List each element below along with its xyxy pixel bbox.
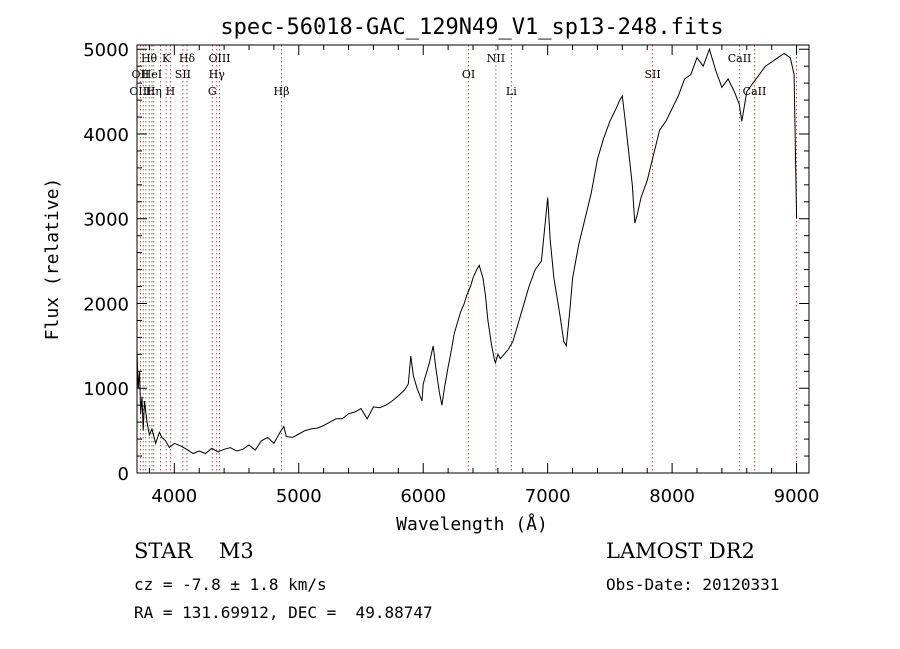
line-label-4: NII [487,52,505,65]
x-tick-label: 8000 [649,486,695,507]
y-tick-label: 3000 [83,210,129,231]
y-tick-label: 5000 [83,40,129,61]
x-axis-ticks: 4000 5000 6000 7000 8000 9000 [148,45,820,507]
coordinates: RA = 131.69912, DEC = 49.88747 [134,603,433,622]
line-label-8: SII [175,68,191,81]
line-label-13: Hη [146,85,162,98]
star-class: STAR M3 [134,539,254,563]
y-tick-label: 1000 [83,379,129,400]
line-label-15: G [208,85,217,98]
line-label-6: OII [132,68,150,81]
y-axis-ticks: 0 1000 2000 3000 4000 5000 [83,40,809,485]
line-label-2: Hδ [179,52,196,65]
line-label-1: K [162,52,171,65]
line-label-18: CaII [743,85,767,98]
line-label-17: Li [506,85,517,98]
y-tick-label: 2000 [83,294,129,315]
y-tick-label: 4000 [83,125,129,146]
line-label-3: OIII [208,52,230,65]
x-tick-label: 7000 [525,486,571,507]
line-label-10: OI [462,68,475,81]
chart-title: spec-56018-GAC_129N49_V1_sp13-248.fits [220,15,723,40]
x-axis-label: Wavelength (Å) [396,513,548,535]
y-axis-label: Flux (relative) [42,178,63,341]
survey-name: LAMOST DR2 [606,539,755,563]
line-label-5: CaII [728,52,752,65]
line-label-16: Hβ [274,85,290,98]
x-tick-label: 9000 [774,486,820,507]
line-label-12: OIII [129,85,151,98]
spectrum-line [136,47,798,455]
x-tick-label: 6000 [400,486,446,507]
y-tick-label: 0 [118,464,129,485]
plot-frame [136,44,810,474]
line-label-11: SII [644,68,660,81]
line-label-7: HeI [142,68,162,81]
x-tick-label: 4000 [151,486,197,507]
line-label-14: H [166,85,176,98]
line-markers [139,45,797,473]
line-label-9: Hγ [209,68,226,81]
x-tick-label: 5000 [276,486,322,507]
line-label-0: Hθ [141,52,158,65]
obs-date: Obs-Date: 20120331 [606,575,780,594]
velocity-readout: cz = -7.8 ± 1.8 km/s [134,575,327,594]
